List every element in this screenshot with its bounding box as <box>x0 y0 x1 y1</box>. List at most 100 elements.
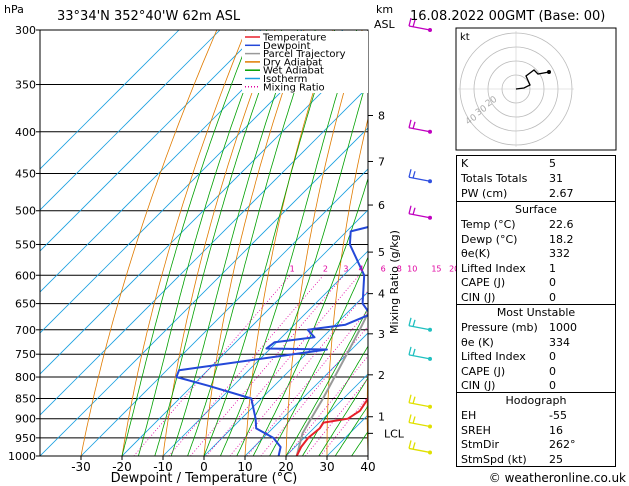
wet-adiabat-line <box>203 30 336 456</box>
mixing-ratio-label: 1 <box>290 264 295 273</box>
most-unstable-title: Most Unstable <box>496 306 576 319</box>
indices-row: Totals Totals 31 <box>457 172 615 187</box>
pressure-tick-label: 500 <box>15 205 36 218</box>
km-tick-label: 8 <box>378 109 385 122</box>
isotherm-line <box>285 373 368 456</box>
wind-barb-flag <box>412 319 416 327</box>
wind-barb-flag <box>412 442 416 450</box>
pressure-tick-label: 650 <box>15 298 36 311</box>
surface-value: 18.2 <box>549 232 574 246</box>
surface-row: Lifted Index 1 <box>457 262 615 277</box>
mixing-ratio-line <box>229 290 368 456</box>
surface-label: Dewp (°C) <box>461 232 518 246</box>
dry-adiabat-line <box>121 30 247 456</box>
km-tick-label: 4 <box>378 288 385 301</box>
hodo-label: EH <box>461 409 477 422</box>
asl-label: ASL <box>374 18 396 31</box>
temperature-tick-label: -30 <box>71 460 91 474</box>
km-label: km <box>376 3 393 16</box>
hodo-row: SREH 16 <box>457 424 615 439</box>
mixing-ratio-label: 15 <box>431 264 441 273</box>
surface-value: 1 <box>549 261 556 275</box>
isotherm-line <box>40 30 262 252</box>
wind-barb-flag <box>408 119 412 128</box>
parcel-trajectory-line <box>295 310 368 456</box>
wet-adiabat-line <box>318 377 368 456</box>
surface-value: 22.6 <box>549 218 574 231</box>
isotherm-line <box>203 291 368 456</box>
mu-label: CAPE (J) <box>461 364 506 378</box>
mu-row: Lifted Index 0 <box>457 350 615 365</box>
temperature-tick-label: 20 <box>278 460 293 474</box>
mu-label: CIN (J) <box>461 379 496 392</box>
index-label: K <box>461 157 469 170</box>
mixing-ratio-line <box>246 309 368 456</box>
temperature-tick-label: 40 <box>360 460 375 474</box>
legend-label: Parcel Trajectory <box>263 49 346 60</box>
legend-label: Isotherm <box>263 74 307 85</box>
index-value: 5 <box>549 157 556 170</box>
wet-adiabat-line <box>285 307 368 456</box>
km-tick-label: LCL <box>384 427 405 440</box>
pressure-tick-label: 300 <box>15 24 36 37</box>
mu-value: 0 <box>549 350 556 363</box>
location-title: 33°34'N 352°40'W 62m ASL <box>57 9 241 24</box>
mu-value: 334 <box>549 335 570 349</box>
mixing-ratio-label: 8 <box>397 264 402 273</box>
mu-label: Pressure (mb) <box>461 321 538 334</box>
background-lines <box>40 30 368 456</box>
mixing-ratio-label: 6 <box>381 264 386 273</box>
isotherm-line <box>40 127 368 456</box>
wind-barb-flag <box>408 440 412 449</box>
wet-adiabat-line <box>154 30 283 456</box>
wind-barb <box>408 169 432 184</box>
mixing-ratio-label: 3 <box>343 264 348 273</box>
wind-barbs <box>408 17 432 455</box>
wet-adiabat-line <box>187 30 316 456</box>
hodograph-unit: kt <box>460 32 470 43</box>
mu-label: θe (K) <box>461 335 494 349</box>
mixing-ratio-axis-label: Mixing Ratio (g/kg) <box>388 230 401 334</box>
wind-barb-flag <box>408 414 412 423</box>
mu-label: Lifted Index <box>461 350 526 363</box>
pressure-tick-label: 1000 <box>8 450 36 463</box>
isotherm-line <box>40 86 368 416</box>
wind-barb-shaft <box>408 421 431 428</box>
mu-value: 0 <box>549 364 556 378</box>
wind-barb-dot <box>428 450 432 455</box>
wind-barb-flag <box>412 348 416 357</box>
index-label: Totals Totals <box>461 172 528 185</box>
pressure-tick-label: 850 <box>15 392 36 405</box>
wind-barb-flag <box>408 169 412 178</box>
pressure-tick-label: 700 <box>15 324 36 337</box>
dewpoint-line <box>175 226 368 456</box>
legend-label: Dry Adiabat <box>263 57 322 68</box>
wet-adiabat-line <box>138 30 268 456</box>
x-axis-label: Dewpoint / Temperature (°C) <box>111 471 298 486</box>
dry-adiabat-line <box>244 30 334 456</box>
pressure-axis: 300 350 400 450 500 550 600 650 700 750 800 850 900 9… <box>8 24 40 463</box>
temperature-tick-label: 10 <box>237 460 252 474</box>
mixing-ratio-label: 2 <box>323 264 328 273</box>
wind-barb-flag <box>408 17 412 27</box>
km-tick-label: 5 <box>378 246 385 259</box>
surface-label: CAPE (J) <box>461 276 506 289</box>
temperature-line <box>295 397 368 456</box>
isotherm-line <box>40 30 180 170</box>
wind-barb-shaft <box>408 354 431 360</box>
mixing-ratio-label: 20 <box>449 264 459 273</box>
wind-barb-shaft <box>408 447 431 454</box>
pressure-tick-label: 450 <box>15 167 36 180</box>
hodograph-trace <box>515 69 550 90</box>
mu-value: 0 <box>549 379 556 392</box>
dry-adiabat-line <box>162 30 276 456</box>
wet-adiabat-line <box>170 30 299 456</box>
date-title: 16.08.2022 00GMT (Base: 00) <box>410 9 605 24</box>
wind-barb-shaft <box>408 176 431 182</box>
wind-barb-dot <box>428 215 432 220</box>
surface-label: θe(K) <box>461 247 491 260</box>
km-tick-label: 2 <box>378 369 385 382</box>
legend-label: Wet Adiabat <box>263 66 324 77</box>
